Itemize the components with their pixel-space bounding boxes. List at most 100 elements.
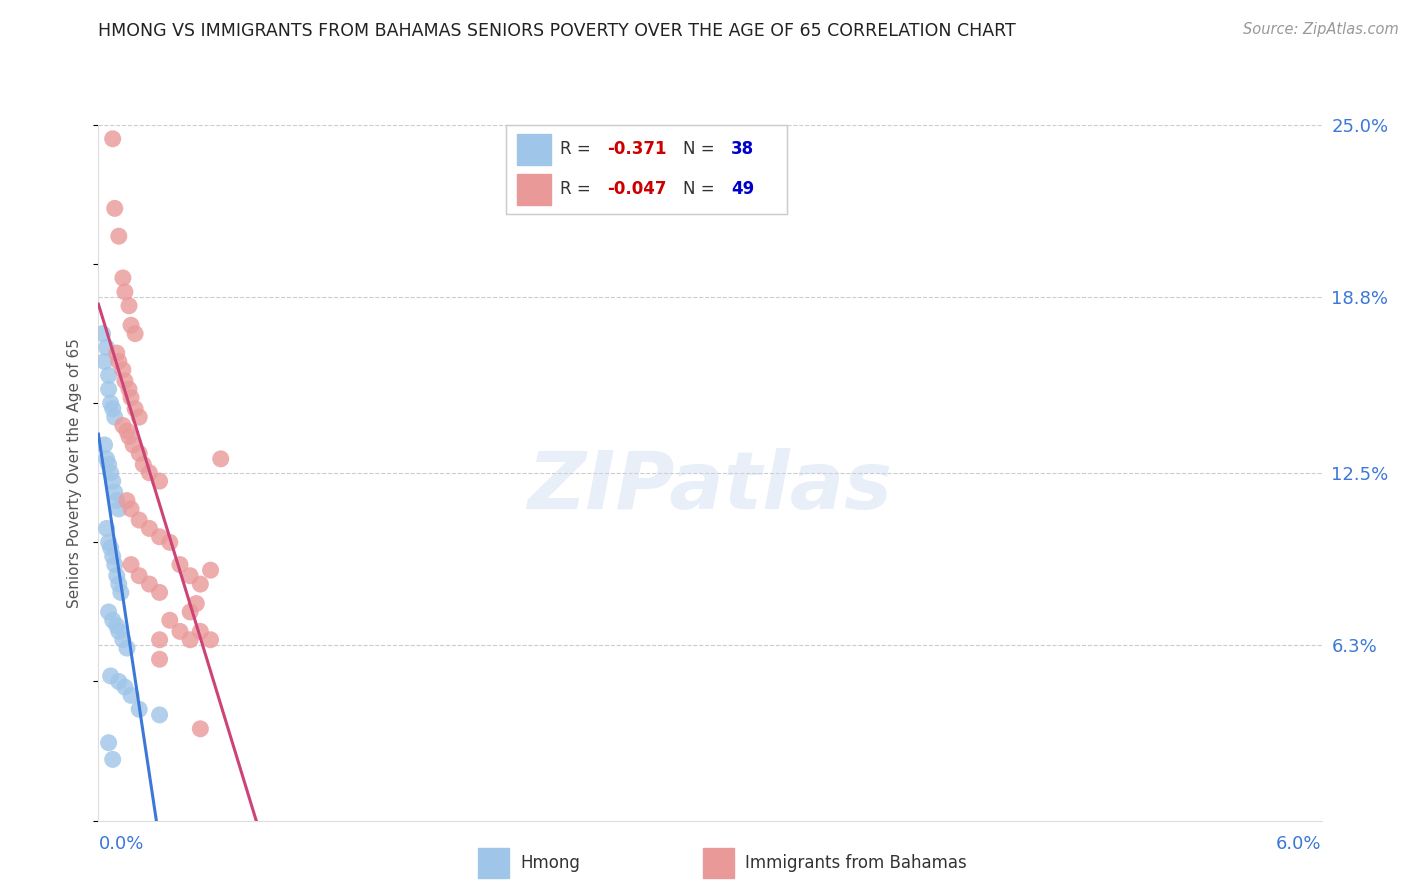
Point [186,597,208,611]
Point [132,458,155,472]
Point [118,299,141,313]
Bar [517,134,551,165]
Text: Hmong: Hmong [520,854,581,872]
Text: -0.047: -0.047 [607,180,666,198]
Point [93,354,115,368]
Point [100,466,122,480]
Point [138,577,160,591]
Point [93,438,115,452]
Point [159,535,181,549]
Point [128,568,150,582]
Point [101,752,124,766]
Point [128,513,150,527]
Point [128,702,150,716]
Text: N =: N = [683,140,720,158]
Point [118,429,141,443]
Point [97,535,120,549]
Point [104,202,127,216]
Point [97,736,120,750]
Point [120,502,142,516]
Point [188,722,212,736]
Point [149,652,172,666]
Point [96,521,118,535]
Point [105,346,128,360]
Text: R =: R = [560,180,596,198]
Point [100,396,122,410]
Point [100,669,122,683]
Point [110,585,132,599]
Bar [517,174,551,205]
Point [111,418,134,433]
Point [96,341,118,355]
Point [111,271,134,285]
Text: Source: ZipAtlas.com: Source: ZipAtlas.com [1243,22,1399,37]
Point [149,585,172,599]
Point [209,451,232,466]
Point [100,541,122,555]
Point [138,521,160,535]
Point [149,632,172,647]
Point [97,382,120,396]
Point [108,577,131,591]
Point [114,680,136,694]
Point [114,285,136,299]
Point [108,624,131,639]
Point [105,493,128,508]
Point [200,563,222,577]
Point [179,605,201,619]
Point [108,502,131,516]
Point [97,605,120,619]
Point [108,229,131,244]
Point [115,641,138,656]
Point [115,493,138,508]
Point [108,354,131,368]
Point [115,424,138,438]
Text: 0.0%: 0.0% [98,835,143,853]
Point [104,485,127,500]
Point [104,410,127,425]
Point [104,558,127,572]
Point [149,530,172,544]
Point [120,558,142,572]
Point [120,391,142,405]
Y-axis label: Seniors Poverty Over the Age of 65: Seniors Poverty Over the Age of 65 [67,338,83,607]
Text: N =: N = [683,180,720,198]
Point [101,401,124,416]
Point [159,613,181,627]
Point [91,326,114,341]
Point [128,410,150,425]
Point [169,558,191,572]
Point [200,632,222,647]
Text: 38: 38 [731,140,754,158]
Point [138,466,160,480]
Point [122,438,145,452]
Point [124,401,146,416]
Text: 6.0%: 6.0% [1277,835,1322,853]
Point [149,474,172,488]
Bar [703,848,734,878]
Point [120,318,142,333]
Point [111,363,134,377]
Point [108,674,131,689]
Point [96,451,118,466]
Point [120,689,142,703]
Point [128,446,150,460]
Point [118,382,141,396]
Text: Immigrants from Bahamas: Immigrants from Bahamas [745,854,967,872]
Point [114,374,136,388]
Point [169,624,191,639]
Point [101,613,124,627]
Point [179,568,201,582]
Point [101,132,124,146]
Text: HMONG VS IMMIGRANTS FROM BAHAMAS SENIORS POVERTY OVER THE AGE OF 65 CORRELATION : HMONG VS IMMIGRANTS FROM BAHAMAS SENIORS… [98,22,1017,40]
Text: ZIPatlas: ZIPatlas [527,448,893,525]
Text: -0.371: -0.371 [607,140,666,158]
Point [179,632,201,647]
Point [188,577,212,591]
Point [111,632,134,647]
Point [188,624,212,639]
Point [149,707,172,722]
Point [105,568,128,582]
Point [105,619,128,633]
Bar [478,848,509,878]
